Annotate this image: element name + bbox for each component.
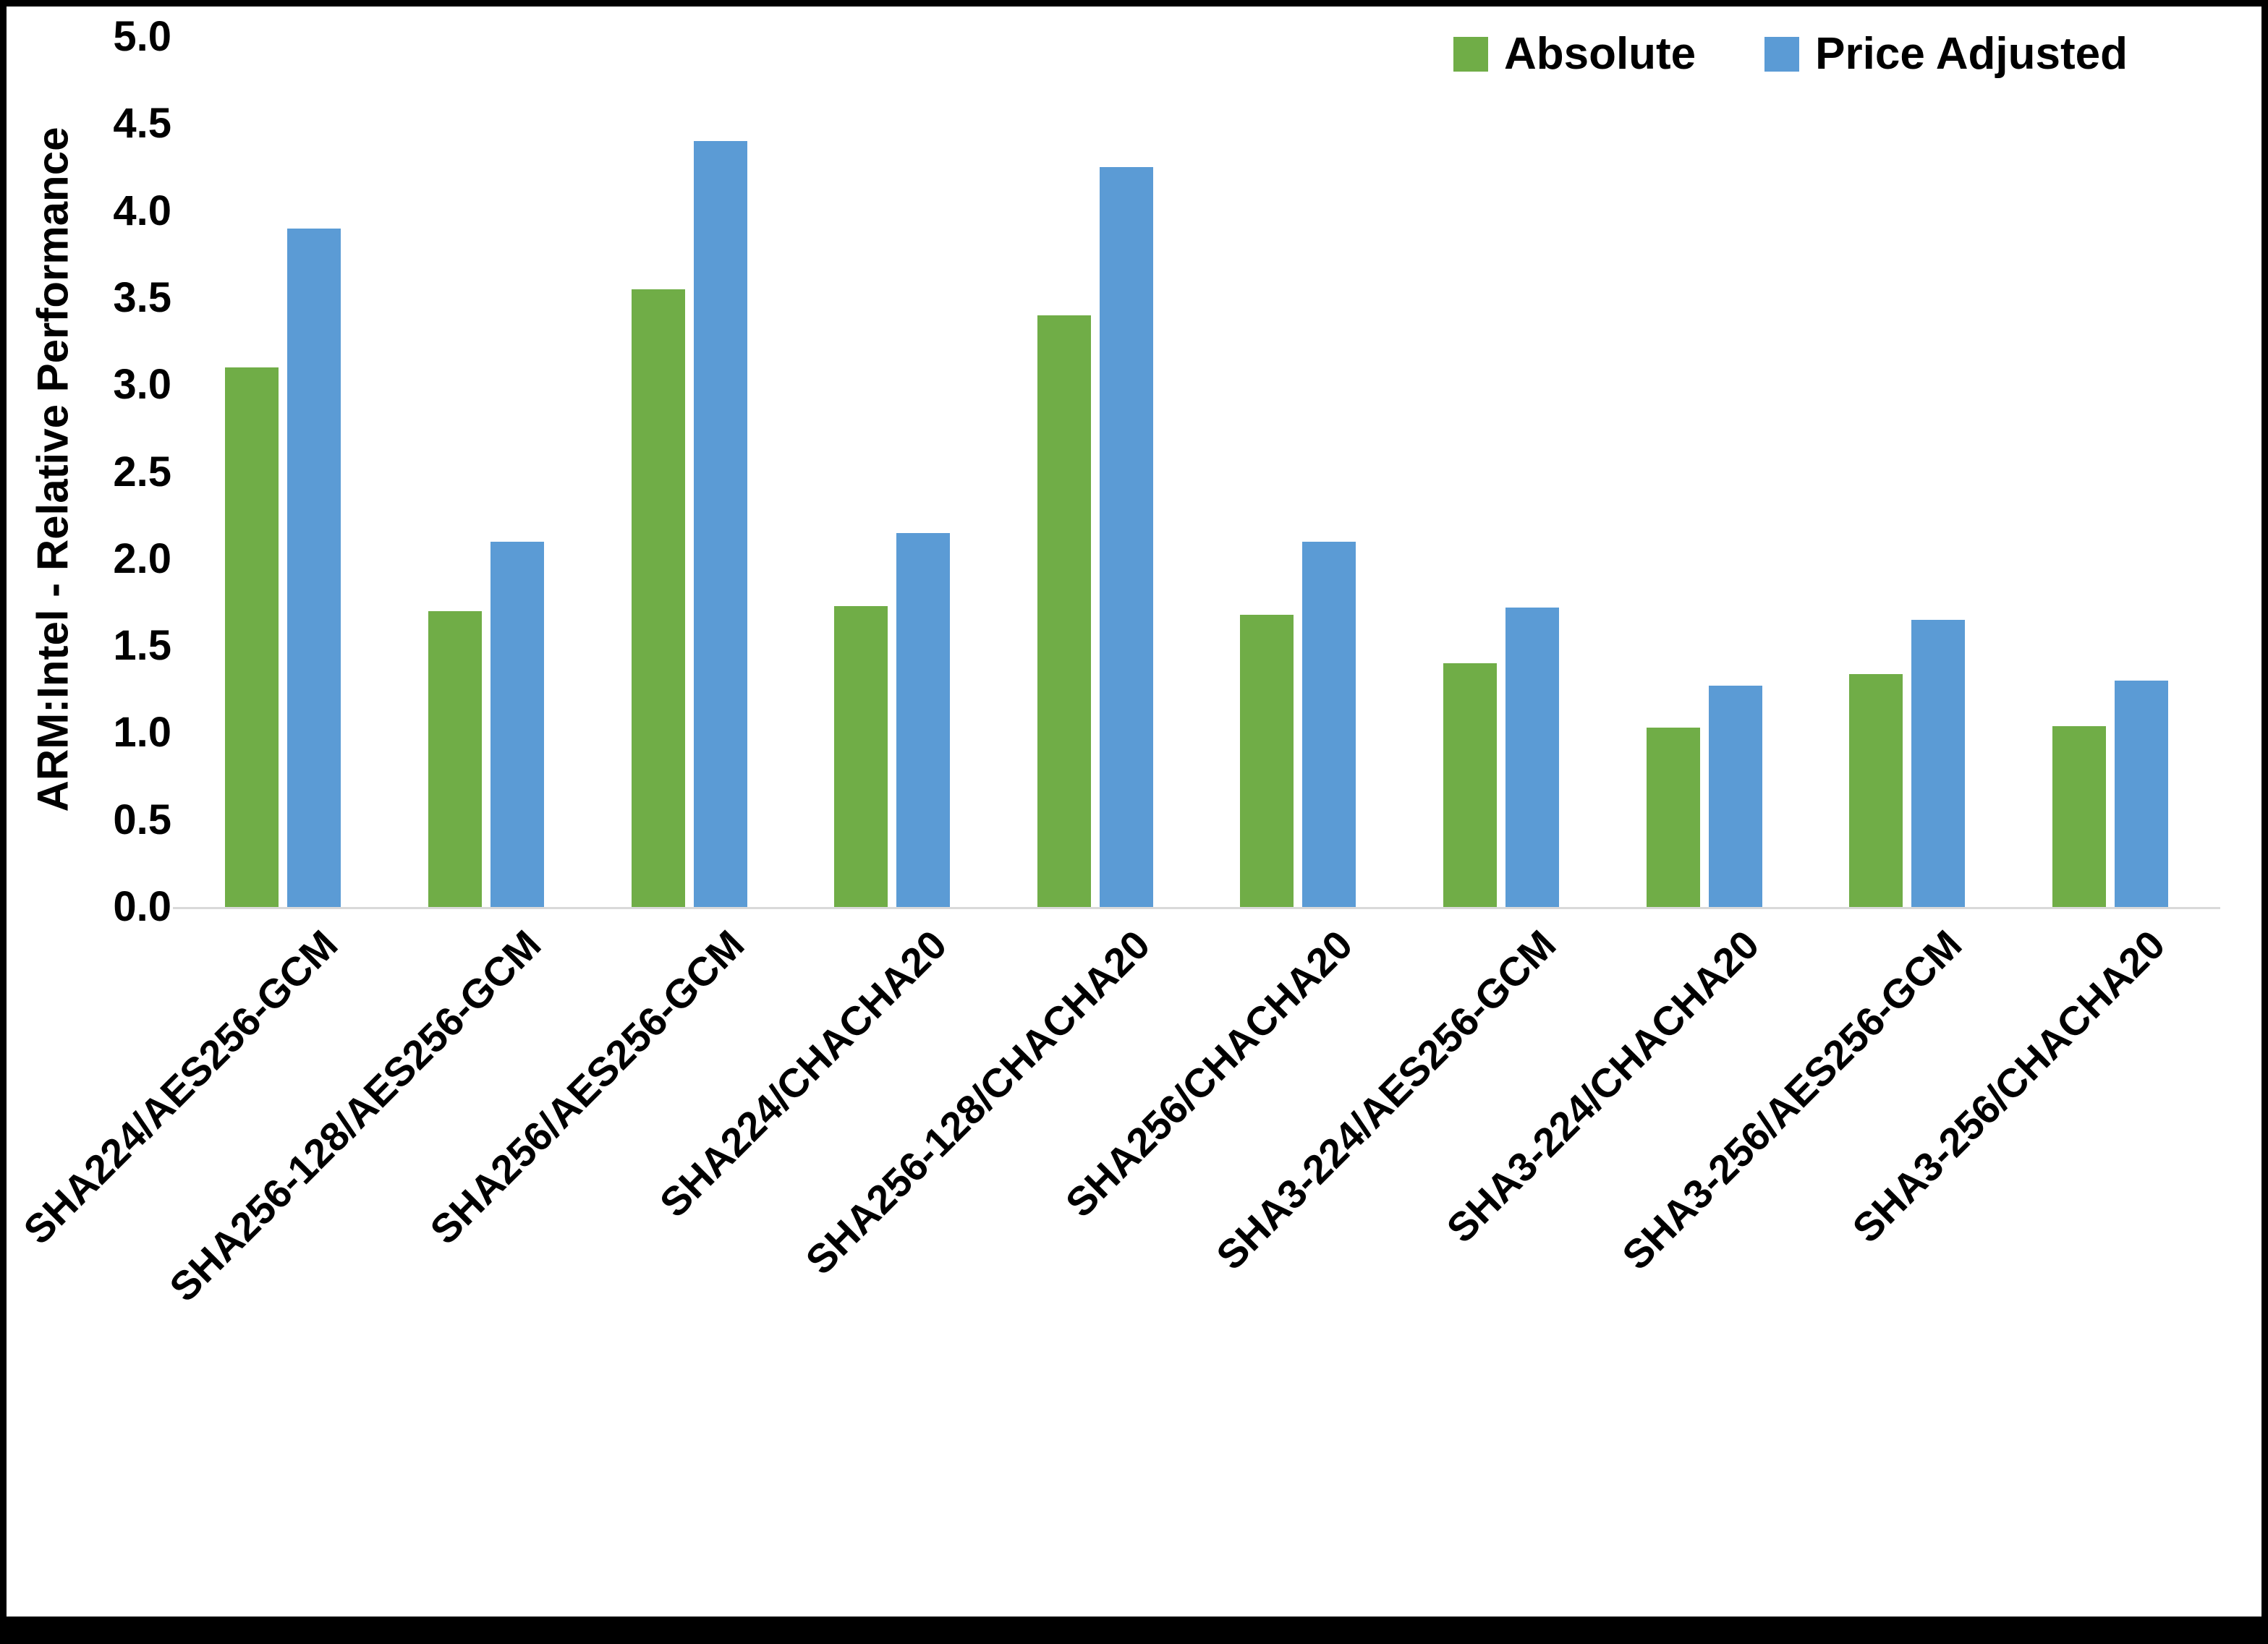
x-axis-line — [173, 907, 2220, 909]
x-axis-category-label: SHA3-224/AES256-GCM — [1207, 921, 1565, 1279]
bar-price-adjusted — [490, 542, 544, 907]
legend-item: Absolute — [1453, 28, 1696, 80]
bar-absolute — [2052, 726, 2106, 907]
legend: Absolute Price Adjusted — [1453, 28, 2128, 80]
bar-price-adjusted — [896, 533, 950, 907]
x-axis-category-label: SHA224/CHACHA20 — [650, 921, 956, 1226]
legend-label: Absolute — [1503, 29, 1696, 79]
y-axis-tick-label: 0.5 — [113, 796, 171, 843]
y-axis-tick-label: 2.5 — [113, 448, 171, 495]
bar-price-adjusted — [1709, 686, 1762, 907]
y-axis-tick-label: 4.0 — [113, 187, 171, 234]
bar-absolute — [428, 611, 482, 907]
x-axis-category-label: SHA256-128/AES256-GCM — [160, 921, 550, 1311]
legend-swatch-icon — [1764, 36, 1800, 72]
bar-price-adjusted — [694, 141, 747, 907]
bar-absolute — [1240, 615, 1294, 907]
x-axis-category-label: SHA3-256/AES256-GCM — [1613, 921, 1971, 1279]
x-axis-category-label: SHA256-128/CHACHA20 — [797, 921, 1159, 1283]
legend-swatch-icon — [1453, 36, 1488, 72]
y-axis-tick-label: 4.5 — [113, 100, 171, 148]
bar-price-adjusted — [2115, 681, 2168, 907]
bar-absolute — [1037, 315, 1091, 907]
bar-price-adjusted — [1100, 167, 1153, 907]
bar-absolute — [834, 606, 888, 907]
bar-absolute — [632, 289, 685, 907]
bar-absolute — [1647, 728, 1700, 907]
legend-label: Price Adjusted — [1815, 29, 2128, 79]
y-axis-tick-label: 2.0 — [113, 534, 171, 582]
x-axis-category-label: SHA256/AES256-GCM — [420, 921, 752, 1253]
bar-absolute — [1443, 663, 1497, 907]
bar-price-adjusted — [1911, 620, 1965, 907]
x-axis-category-label: SHA3-224/CHACHA20 — [1437, 921, 1767, 1251]
x-axis-category-label: SHA256/CHACHA20 — [1056, 921, 1362, 1226]
bar-price-adjusted — [287, 229, 341, 907]
legend-item: Price Adjusted — [1764, 28, 2128, 80]
bar-absolute — [1849, 674, 1903, 907]
bar-price-adjusted — [1505, 608, 1559, 907]
x-axis-category-label: SHA3-256/CHACHA20 — [1843, 921, 2174, 1251]
y-axis-tick-label: 0.0 — [113, 883, 171, 930]
y-axis-tick-label: 1.0 — [113, 709, 171, 757]
bar-price-adjusted — [1302, 542, 1356, 907]
y-axis-tick-label: 3.5 — [113, 273, 171, 321]
y-axis-tick-label: 5.0 — [113, 13, 171, 60]
y-axis-tick-label: 3.0 — [113, 361, 171, 409]
bar-absolute — [225, 367, 279, 907]
y-axis-tick-label: 1.5 — [113, 622, 171, 670]
